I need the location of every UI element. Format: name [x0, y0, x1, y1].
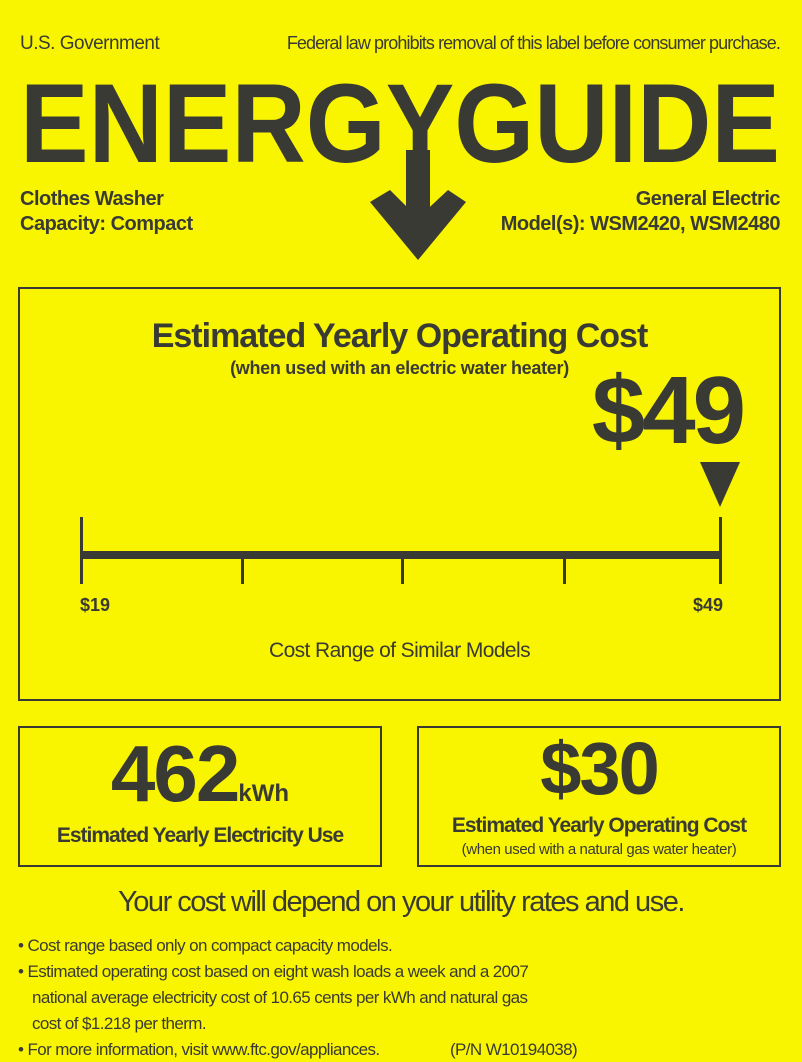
removal-notice: Federal law prohibits removal of this la…: [286, 33, 781, 53]
cost-marker-triangle-icon: [700, 462, 740, 507]
scale-right-end: [719, 517, 722, 584]
manufacturer: General Electric: [635, 188, 781, 210]
footnote-bullet: • Estimated operating cost based on eigh…: [18, 962, 529, 981]
electricity-label: Estimated Yearly Electricity Use: [56, 824, 344, 847]
utility-rate-headline: Your cost will depend on your utility ra…: [118, 886, 685, 918]
energyguide-logo-text: ENERGYGUIDE: [20, 61, 780, 180]
ftc-link[interactable]: For more information, visit www.ftc.gov/…: [27, 1040, 380, 1059]
operating-cost-value: $49: [591, 357, 746, 464]
electricity-value: 462: [110, 729, 240, 818]
footnote-continuation: cost of $1.218 per therm.: [32, 1014, 207, 1033]
gas-cost-sublabel: (when used with a natural gas water heat…: [461, 841, 737, 858]
scale-left-end: [80, 517, 83, 584]
scale-tick: [401, 559, 404, 584]
range-max-label: $49: [692, 595, 723, 615]
scale-bar: [80, 551, 722, 559]
footnote-bullet: • For more information, visit www.ftc.go…: [18, 1040, 380, 1059]
down-arrow-icon: [370, 150, 466, 260]
footnote-continuation: national average electricity cost of 10.…: [32, 988, 528, 1007]
scale-tick: [241, 559, 244, 584]
gas-cost-panel: $30 Estimated Yearly Operating Cost (whe…: [417, 726, 781, 867]
gas-cost-label: Estimated Yearly Operating Cost: [451, 814, 747, 837]
range-min-label: $19: [80, 595, 111, 615]
electricity-unit: kWh: [238, 780, 290, 807]
electricity-use-panel: 462kWh Estimated Yearly Electricity Use: [18, 726, 382, 867]
gas-cost-value: $30: [540, 727, 659, 810]
energyguide-logo: ENERGYGUIDE: [20, 61, 780, 180]
cost-range-scale: [80, 462, 740, 584]
operating-cost-title: Estimated Yearly Operating Cost: [151, 317, 649, 355]
government-label: U.S. Government: [20, 33, 160, 54]
operating-cost-panel: Estimated Yearly Operating Cost (when us…: [18, 287, 781, 701]
appliance-type: Clothes Washer: [20, 188, 164, 210]
model-numbers: Model(s): WSM2420, WSM2480: [500, 213, 781, 235]
part-number: (P/N W10194038): [450, 1040, 578, 1059]
scale-tick: [563, 559, 566, 584]
operating-cost-subtitle: (when used with an electric water heater…: [230, 358, 569, 378]
footnote-bullet: • Cost range based only on compact capac…: [18, 936, 393, 955]
capacity: Capacity: Compact: [20, 213, 193, 235]
range-caption: Cost Range of Similar Models: [269, 639, 531, 662]
